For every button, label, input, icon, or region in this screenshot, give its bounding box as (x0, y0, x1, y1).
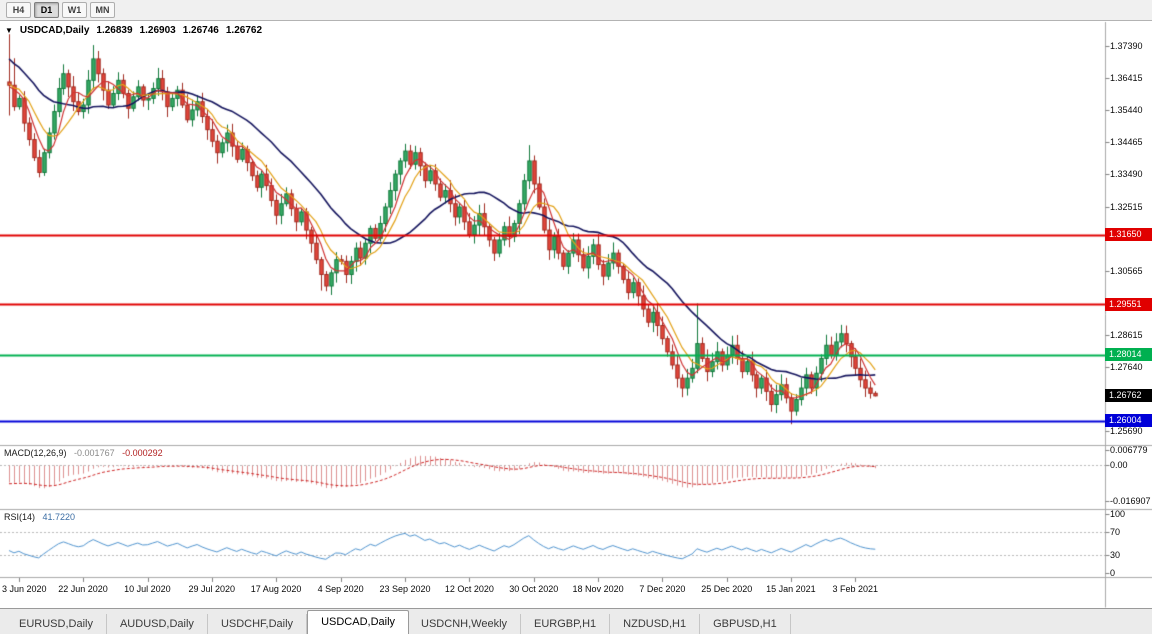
ohlc-high: 1.26903 (139, 25, 176, 36)
tab-eurusd-daily[interactable]: EURUSD,Daily (6, 614, 107, 634)
price-axis-label: 1.30565 (1110, 265, 1143, 276)
price-badge: 1.26004 (1105, 414, 1152, 428)
time-axis-label: 10 Jul 2020 (124, 584, 171, 594)
macd-axis-label: 0.006779 (1110, 445, 1148, 455)
time-axis-label: 30 Oct 2020 (509, 584, 559, 594)
timeframe-button-mn[interactable]: MN (90, 2, 115, 18)
price-axis-label: 1.35440 (1110, 105, 1143, 116)
time-axis-label: 15 Jan 2021 (766, 584, 816, 594)
price-axis-label: 1.36415 (1110, 73, 1143, 84)
tab-gbpusd-h1[interactable]: GBPUSD,H1 (700, 614, 791, 634)
macd-value-signal: -0.000292 (122, 448, 163, 458)
timeframe-button-h4[interactable]: H4 (6, 2, 31, 18)
tab-usdcnh-weekly[interactable]: USDCNH,Weekly (408, 614, 522, 634)
ohlc-low: 1.26746 (182, 25, 219, 36)
price-axis-label: 1.34465 (1110, 137, 1143, 148)
macd-name: MACD(12,26,9) (4, 448, 67, 458)
tab-eurgbp-h1[interactable]: EURGBP,H1 (521, 614, 611, 634)
macd-value-main: -0.001767 (74, 448, 115, 458)
price-axis-label: 1.27640 (1110, 361, 1143, 372)
rsi-axis-label: 70 (1110, 526, 1121, 537)
chart-tab-bar: EURUSD,Daily AUDUSD,Daily USDCHF,Daily U… (0, 608, 1152, 634)
time-axis-label: 12 Oct 2020 (444, 584, 494, 594)
time-axis-label: 23 Sep 2020 (379, 584, 431, 594)
time-axis-label: 29 Jul 2020 (188, 584, 235, 594)
rsi-axis-label: 30 (1110, 550, 1121, 561)
macd-axis-label: -0.016907 (1110, 496, 1151, 506)
time-axis-label: 4 Sep 2020 (317, 584, 364, 594)
ohlc-open: 1.26839 (96, 25, 133, 36)
timeframe-button-d1[interactable]: D1 (34, 2, 59, 18)
price-badge: 1.31650 (1105, 228, 1152, 242)
macd-axis-label: 0.00 (1110, 459, 1128, 470)
price-badge: 1.29551 (1105, 297, 1152, 311)
rsi-axis-label: 100 (1110, 509, 1126, 519)
price-badge: 1.28014 (1105, 348, 1152, 362)
tab-usdchf-daily[interactable]: USDCHF,Daily (208, 614, 308, 634)
time-axis-label: 25 Dec 2020 (701, 584, 753, 594)
price-axis-label: 1.25690 (1110, 426, 1143, 437)
time-axis[interactable]: 3 Jun 2020 22 Jun 2020 10 Jul 2020 29 Jul 2… (0, 578, 1105, 607)
tab-nzdusd-h1[interactable]: NZDUSD,H1 (610, 614, 701, 634)
time-axis-label: 7 Dec 2020 (639, 584, 686, 594)
chart-menu-icon[interactable]: ▼ (5, 25, 13, 35)
time-axis-label: 17 Aug 2020 (250, 584, 302, 594)
price-axis-label: 1.33490 (1110, 169, 1143, 180)
rsi-indicator-label: RSI(14) 41.7220 (4, 512, 75, 522)
chart-title: ▼ USDCAD,Daily 1.26839 1.26903 1.26746 1… (5, 25, 262, 36)
ohlc-close: 1.26762 (225, 25, 263, 36)
price-axis-label: 1.28615 (1110, 329, 1143, 340)
time-axis-label: 18 Nov 2020 (572, 584, 624, 594)
tab-audusd-daily[interactable]: AUDUSD,Daily (107, 614, 208, 634)
current-price-badge: 1.26762 (1105, 389, 1152, 403)
price-axis-label: 1.32515 (1110, 201, 1143, 212)
chart-symbol-label: USDCAD,Daily (19, 25, 90, 36)
time-axis-label: 3 Jun 2020 (2, 584, 47, 594)
rsi-name: RSI(14) (4, 512, 36, 522)
tab-usdcad-daily[interactable]: USDCAD,Daily (307, 610, 410, 634)
timeframe-toolbar: H4 D1 W1 MN (0, 0, 1152, 21)
macd-indicator-label: MACD(12,26,9) -0.001767 -0.000292 (4, 448, 163, 458)
rsi-axis-label: 0 (1110, 568, 1116, 578)
time-axis-label: 3 Feb 2021 (832, 584, 878, 594)
time-axis-label: 22 Jun 2020 (58, 584, 108, 594)
price-axis[interactable]: 1.37390 1.36415 1.35440 1.34465 1.33490 1.325… (1105, 22, 1152, 607)
price-axis-label: 1.37390 (1110, 41, 1143, 52)
rsi-value: 41.7220 (42, 512, 76, 522)
timeframe-button-w1[interactable]: W1 (62, 2, 87, 18)
